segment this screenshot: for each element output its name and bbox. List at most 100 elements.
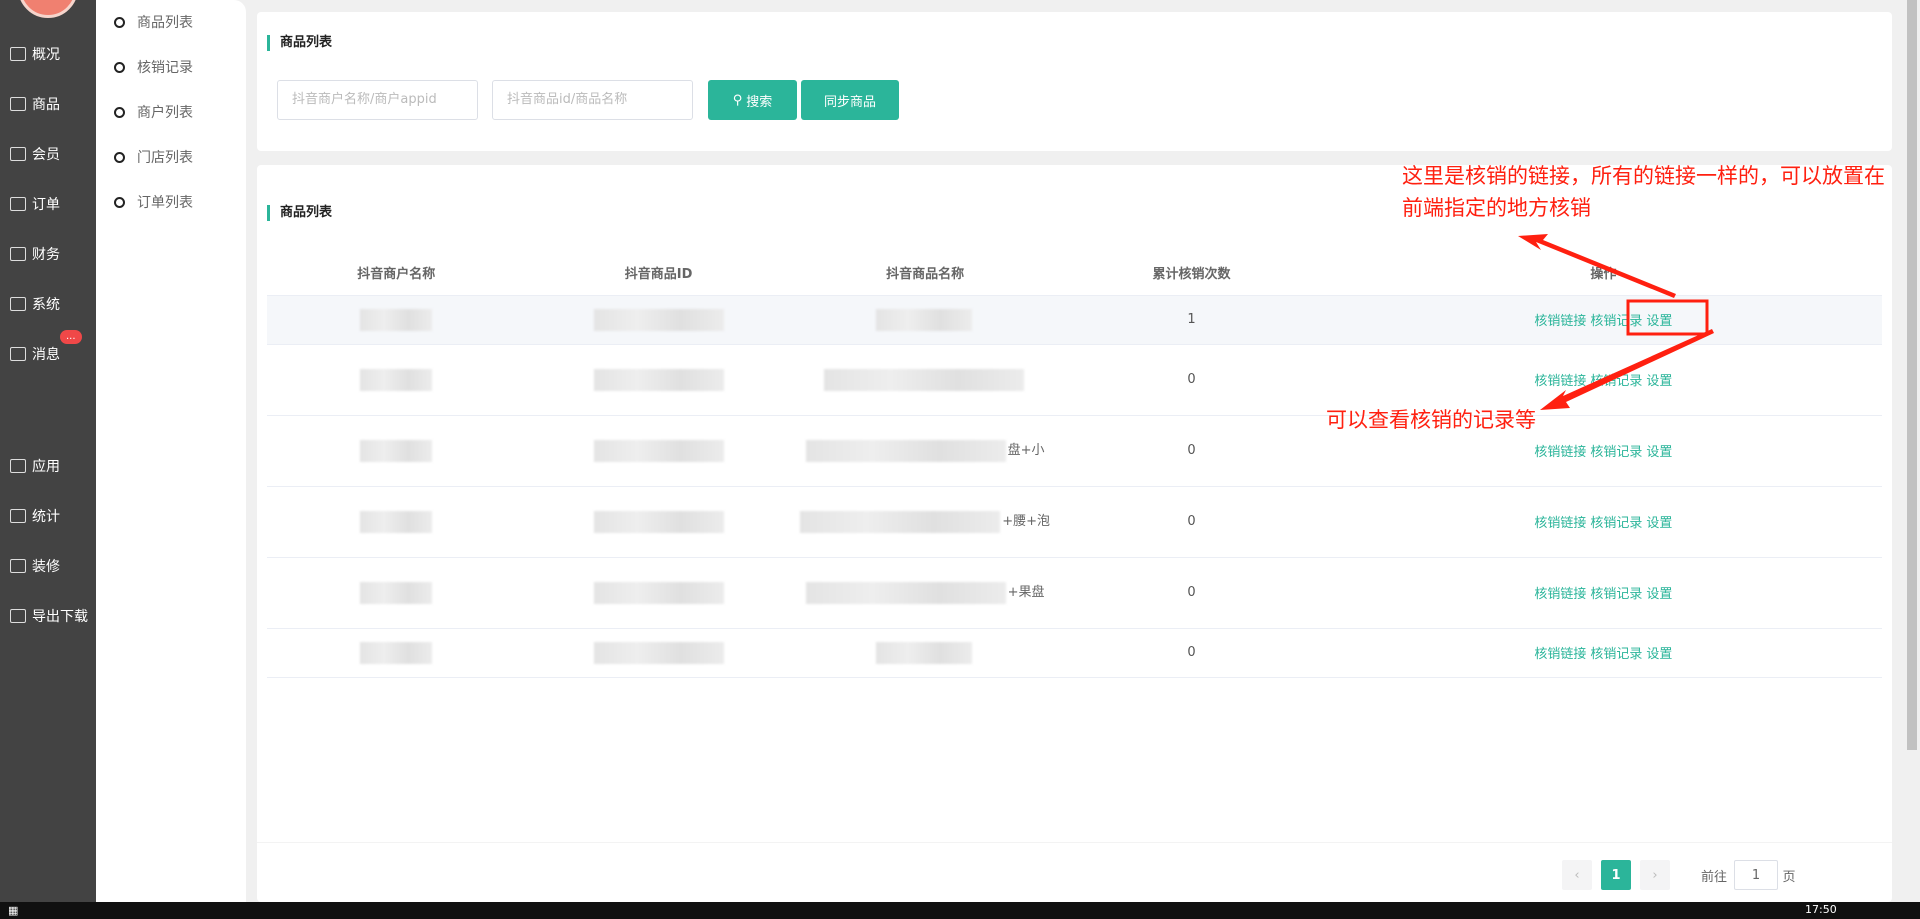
product-name-cell: [791, 295, 1059, 345]
page-1-button[interactable]: 1: [1601, 860, 1631, 890]
product-id-cell: [525, 486, 792, 558]
table-row: 1 核销链接 核销记录 设置: [267, 295, 1882, 345]
sidebar-item-3[interactable]: 订单: [10, 194, 60, 214]
chat-icon: [10, 347, 26, 361]
users-icon: [10, 147, 26, 161]
sub-menu: 商品列表核销记录商户列表门店列表订单列表: [96, 0, 246, 902]
arrow-up: [1518, 234, 1676, 298]
sidebar-item-5[interactable]: 系统: [10, 294, 60, 314]
goto-label: 前往: [1700, 869, 1727, 885]
annotation-record-note: 可以查看核销的记录等: [1326, 408, 1536, 432]
actions-cell: 核销链接 核销记录 设置: [1324, 557, 1882, 629]
goto-page-input[interactable]: 1: [1734, 860, 1778, 890]
submenu-item-label: 订单列表: [137, 195, 193, 211]
sidebar-item-2[interactable]: 会员: [10, 144, 60, 164]
sidebar-item-label: 统计: [32, 509, 60, 525]
circle-icon: [114, 61, 125, 73]
sidebar-item-label: 消息: [32, 347, 60, 363]
submenu-item-label: 门店列表: [137, 150, 193, 166]
submenu-item-2[interactable]: 商户列表: [114, 102, 193, 122]
column-header: 操作: [1324, 251, 1882, 296]
redeem-count-cell: 0: [1058, 557, 1325, 629]
table-row: 0 核销链接 核销记录 设置: [267, 628, 1882, 678]
action-link-2[interactable]: 设置: [1646, 647, 1673, 662]
column-header: 抖音商户名称: [267, 251, 526, 296]
redeem-count-cell: 0: [1058, 486, 1325, 558]
sidebar-item-7[interactable]: 应用: [10, 456, 60, 476]
action-link-2[interactable]: 设置: [1646, 445, 1673, 460]
submenu-item-label: 商品列表: [137, 15, 193, 31]
sync-products-button[interactable]: 同步商品: [801, 80, 899, 120]
sidebar-item-6[interactable]: 消息: [10, 344, 60, 364]
sidebar-item-label: 会员: [32, 147, 60, 163]
circle-icon: [114, 16, 125, 28]
sidebar-item-label: 应用: [32, 459, 60, 475]
search-card: 商品列表 抖音商户名称/商户appid 抖音商品id/商品名称 ⚲ 搜索 同步商品: [257, 12, 1892, 151]
taskbar-clock: 17:50: [1805, 903, 1837, 916]
sidebar-item-label: 订单: [32, 197, 60, 213]
product-id-cell: [525, 628, 792, 678]
search-card-title: 商品列表: [267, 35, 332, 51]
annotation-link-note: 这里是核销的链接，所有的链接一样的，可以放置在前端指定的地方核销: [1402, 164, 1885, 220]
table-row: 盘+小 0 核销链接 核销记录 设置: [267, 415, 1882, 487]
action-link-1[interactable]: 核销记录: [1590, 587, 1643, 602]
action-link-0[interactable]: 核销链接: [1534, 445, 1587, 460]
sidebar-item-4[interactable]: 财务: [10, 244, 60, 264]
action-link-2[interactable]: 设置: [1646, 314, 1673, 329]
product-name-cell: 盘+小: [791, 415, 1059, 487]
action-link-0[interactable]: 核销链接: [1534, 374, 1587, 389]
action-link-2[interactable]: 设置: [1646, 587, 1673, 602]
table-title: 商品列表: [267, 205, 332, 221]
column-header: 抖音商品ID: [525, 251, 792, 296]
windows-start-icon[interactable]: ▦: [8, 904, 19, 917]
action-link-0[interactable]: 核销链接: [1534, 314, 1587, 329]
column-header: 累计核销次数: [1058, 251, 1325, 296]
action-link-0[interactable]: 核销链接: [1534, 647, 1587, 662]
merchant-search-input[interactable]: 抖音商户名称/商户appid: [277, 80, 478, 120]
table-row: +果盘 0 核销链接 核销记录 设置: [267, 557, 1882, 629]
actions-cell: 核销链接 核销记录 设置: [1324, 415, 1882, 487]
action-link-2[interactable]: 设置: [1646, 516, 1673, 531]
action-link-2[interactable]: 设置: [1646, 374, 1673, 389]
apps-icon: [10, 459, 26, 473]
message-badge: ...: [60, 330, 82, 344]
arrow-down: [1540, 329, 1714, 410]
submenu-item-3[interactable]: 门店列表: [114, 147, 193, 167]
submenu-item-label: 商户列表: [137, 105, 193, 121]
sidebar-item-label: 商品: [32, 97, 60, 113]
taskbar: ▦ 17:50: [0, 902, 1920, 919]
search-button[interactable]: ⚲ 搜索: [708, 80, 797, 120]
product-search-input[interactable]: 抖音商品id/商品名称: [492, 80, 693, 120]
sidebar-item-10[interactable]: 导出下载: [10, 606, 88, 626]
prev-page-button[interactable]: ‹: [1562, 860, 1592, 890]
redeem-count-cell: 1: [1058, 295, 1325, 345]
redeem-count-cell: 0: [1058, 628, 1325, 678]
action-link-1[interactable]: 核销记录: [1590, 374, 1643, 389]
action-link-0[interactable]: 核销链接: [1534, 587, 1587, 602]
action-link-1[interactable]: 核销记录: [1590, 647, 1643, 662]
sidebar-item-8[interactable]: 统计: [10, 506, 60, 526]
next-page-button[interactable]: ›: [1640, 860, 1670, 890]
actions-cell: 核销链接 核销记录 设置: [1324, 628, 1882, 678]
search-icon: ⚲: [732, 92, 743, 108]
submenu-item-4[interactable]: 订单列表: [114, 192, 193, 212]
circle-icon: [114, 151, 125, 163]
chart-icon: [10, 47, 26, 61]
circle-icon: [114, 196, 125, 208]
sidebar-item-0[interactable]: 概况: [10, 44, 60, 64]
search-button-label: 搜索: [746, 94, 773, 110]
sidebar-item-1[interactable]: 商品: [10, 94, 60, 114]
action-link-1[interactable]: 核销记录: [1590, 516, 1643, 531]
action-link-0[interactable]: 核销链接: [1534, 516, 1587, 531]
submenu-item-1[interactable]: 核销记录: [114, 57, 193, 77]
product-name-cell: +果盘: [791, 557, 1059, 629]
actions-cell: 核销链接 核销记录 设置: [1324, 486, 1882, 558]
download-icon: [10, 609, 26, 623]
product-id-cell: [525, 344, 792, 416]
merchant-name-cell: [267, 557, 526, 629]
bar-chart-icon: [10, 509, 26, 523]
scrollbar[interactable]: [1904, 0, 1920, 902]
action-link-1[interactable]: 核销记录: [1590, 445, 1643, 460]
submenu-item-0[interactable]: 商品列表: [114, 12, 193, 32]
sidebar-item-9[interactable]: 装修: [10, 556, 60, 576]
